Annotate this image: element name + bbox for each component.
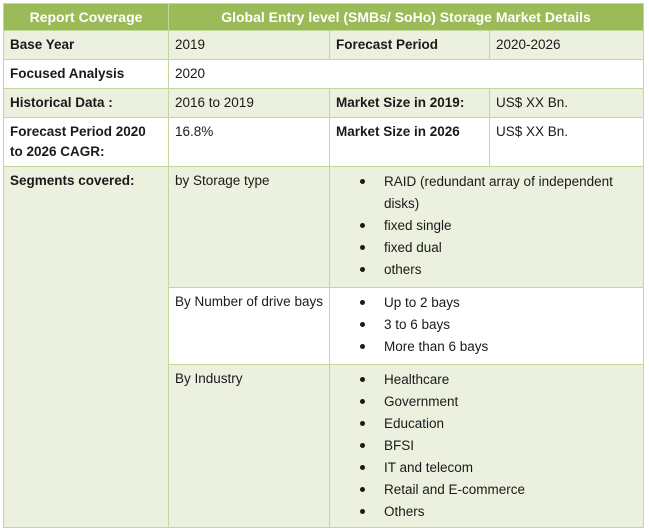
historical-data-label: Historical Data : xyxy=(3,88,169,118)
cagr-value: 16.8% xyxy=(168,117,330,167)
focused-analysis-label: Focused Analysis xyxy=(3,59,169,89)
table-row: By Industry Healthcare Government Educat… xyxy=(4,364,644,528)
list-item: Education xyxy=(360,413,637,435)
table-row: Forecast Period 2020 to 2026 CAGR: 16.8%… xyxy=(3,117,644,167)
list-item: Retail and E-commerce xyxy=(360,479,637,501)
table-row: Segments covered: by Storage type RAID (… xyxy=(3,166,644,528)
list-item: RAID (redundant array of independent dis… xyxy=(360,171,637,215)
table-row: By Number of drive bays Up to 2 bays 3 t… xyxy=(4,287,644,365)
segment-items-cell: RAID (redundant array of independent dis… xyxy=(329,166,644,288)
market-size-2026-value: US$ XX Bn. xyxy=(489,117,644,167)
table-row: Base Year 2019 Forecast Period 2020-2026 xyxy=(3,30,644,60)
header-report-coverage: Report Coverage xyxy=(3,3,169,31)
forecast-period-label: Forecast Period xyxy=(329,30,490,60)
list-item: IT and telecom xyxy=(360,457,637,479)
segment-items-cell: Up to 2 bays 3 to 6 bays More than 6 bay… xyxy=(329,287,644,365)
list-item: Up to 2 bays xyxy=(360,292,637,314)
base-year-value: 2019 xyxy=(168,30,330,60)
list-item: Government xyxy=(360,391,637,413)
forecast-period-value: 2020-2026 xyxy=(489,30,644,60)
cagr-label: Forecast Period 2020 to 2026 CAGR: xyxy=(3,117,169,167)
list-item: others xyxy=(360,259,637,281)
segment-group-name: By Number of drive bays xyxy=(168,287,330,365)
historical-data-value: 2016 to 2019 xyxy=(168,88,330,118)
header-market-details: Global Entry level (SMBs/ SoHo) Storage … xyxy=(168,3,644,31)
report-coverage-table: Report Coverage Global Entry level (SMBs… xyxy=(3,3,644,528)
list-item: Others xyxy=(360,501,637,523)
list-item: fixed single xyxy=(360,215,637,237)
list-item: More than 6 bays xyxy=(360,336,637,358)
segment-group-name: By Industry xyxy=(168,364,330,528)
table-row: Historical Data : 2016 to 2019 Market Si… xyxy=(3,88,644,118)
list-item: 3 to 6 bays xyxy=(360,314,637,336)
table-header-row: Report Coverage Global Entry level (SMBs… xyxy=(3,3,644,31)
segment-group-name: by Storage type xyxy=(168,166,330,288)
market-size-2026-label: Market Size in 2026 xyxy=(329,117,490,167)
segment-items-cell: Healthcare Government Education BFSI IT … xyxy=(329,364,644,528)
list-item: fixed dual xyxy=(360,237,637,259)
table-row: Focused Analysis 2020 xyxy=(3,59,644,89)
list-item: Healthcare xyxy=(360,369,637,391)
list-item: BFSI xyxy=(360,435,637,457)
market-size-2019-value: US$ XX Bn. xyxy=(489,88,644,118)
segment-list: Up to 2 bays 3 to 6 bays More than 6 bay… xyxy=(336,292,637,358)
segment-list: Healthcare Government Education BFSI IT … xyxy=(336,369,637,523)
market-size-2019-label: Market Size in 2019: xyxy=(329,88,490,118)
focused-analysis-value: 2020 xyxy=(168,59,644,89)
segment-list: RAID (redundant array of independent dis… xyxy=(336,171,637,281)
segments-covered-label: Segments covered: xyxy=(3,166,169,528)
base-year-label: Base Year xyxy=(3,30,169,60)
